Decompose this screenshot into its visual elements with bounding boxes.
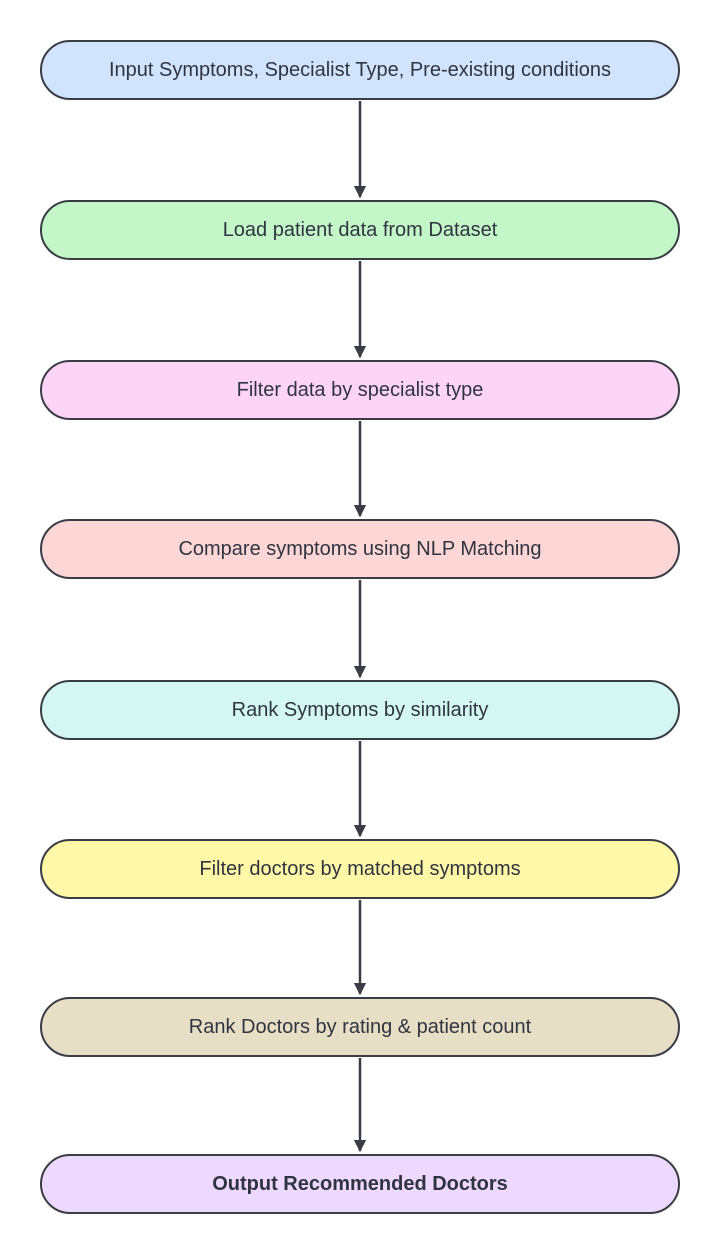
step-rank-symptoms: Rank Symptoms by similarity <box>40 680 680 740</box>
step-label: Filter doctors by matched symptoms <box>199 857 521 880</box>
step-label: Input Symptoms, Specialist Type, Pre-exi… <box>108 58 612 81</box>
step-output-doctors: Output Recommended Doctors <box>40 1154 680 1214</box>
step-label: Output Recommended Doctors <box>212 1172 508 1195</box>
step-label: Rank Doctors by rating & patient count <box>188 1015 532 1038</box>
step-input-symptoms: Input Symptoms, Specialist Type, Pre-exi… <box>40 40 680 100</box>
step-filter-by-specialist: Filter data by specialist type <box>40 360 680 420</box>
step-label: Rank Symptoms by similarity <box>231 698 489 721</box>
step-label: Compare symptoms using NLP Matching <box>178 537 542 560</box>
step-nlp-matching: Compare symptoms using NLP Matching <box>40 519 680 579</box>
step-rank-doctors: Rank Doctors by rating & patient count <box>40 997 680 1057</box>
step-filter-doctors: Filter doctors by matched symptoms <box>40 839 680 899</box>
step-label: Filter data by specialist type <box>236 378 484 401</box>
step-label: Load patient data from Dataset <box>222 218 498 241</box>
step-load-patient-data: Load patient data from Dataset <box>40 200 680 260</box>
